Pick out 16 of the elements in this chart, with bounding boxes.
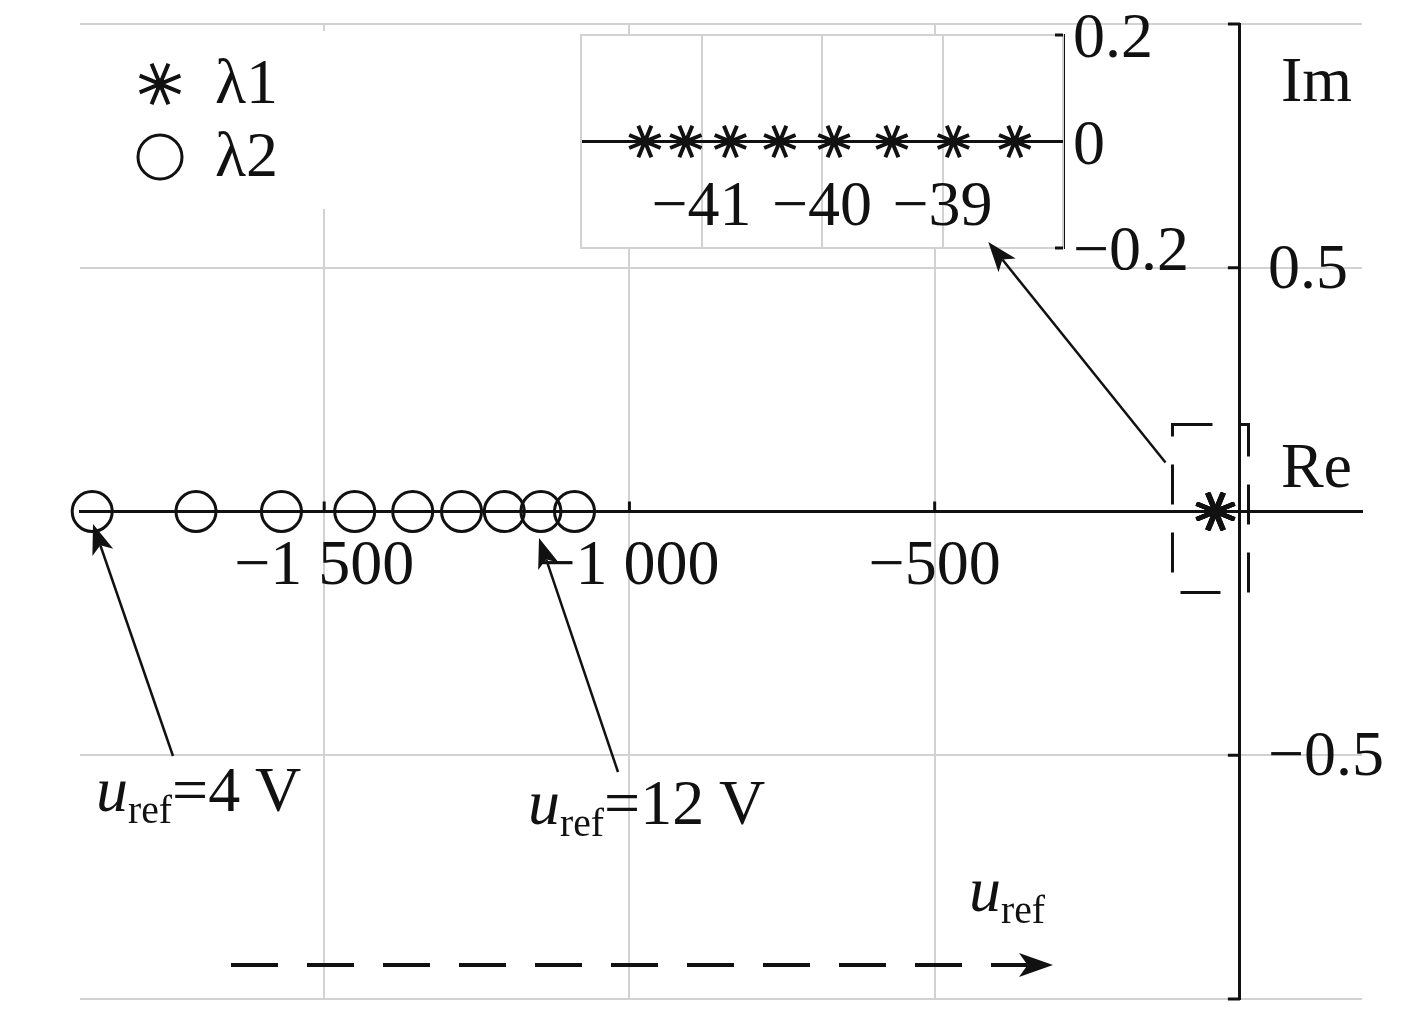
annotation: u$_{ref}$=4 V bbox=[96, 754, 302, 832]
x-axis-title: Re bbox=[1280, 429, 1352, 501]
annotation: u$_{ref}$ bbox=[969, 854, 1046, 932]
y-tick-label: 0.2 bbox=[1073, 0, 1153, 71]
y-tick-label: 0 bbox=[1073, 106, 1105, 178]
x-tick-label: −1 500 bbox=[234, 526, 415, 598]
x-tick-label: −39 bbox=[892, 167, 993, 239]
legend-label: λ2 bbox=[215, 119, 279, 190]
x-tick-label: −500 bbox=[868, 526, 1001, 598]
y-axis-title: Im bbox=[1280, 44, 1352, 115]
y-tick-label: −0.5 bbox=[1267, 718, 1384, 790]
legend-label: λ1 bbox=[215, 46, 279, 117]
annotation: u$_{ref}$=12 V bbox=[528, 767, 766, 845]
x-tick-label: −41 bbox=[651, 167, 752, 239]
y-tick-label: 0.5 bbox=[1267, 230, 1348, 302]
x-tick-label: −40 bbox=[771, 167, 873, 239]
